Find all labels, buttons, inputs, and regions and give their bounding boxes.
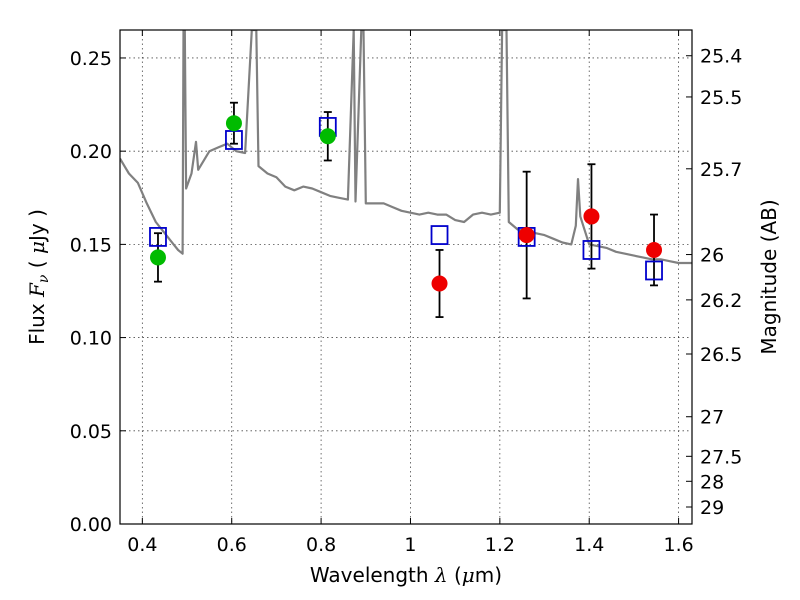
x-tick-label: 1: [404, 534, 416, 556]
y-axis-label-symbol: F: [25, 282, 49, 298]
y-axis-label-subscript: ν: [36, 274, 52, 283]
x-tick-label: 1.4: [574, 534, 604, 556]
model-point: [582, 240, 601, 260]
x-tick-label: 1.6: [663, 534, 693, 556]
x-tick-label: 0.8: [306, 534, 336, 556]
spectrum-series: [120, 30, 692, 265]
model-point: [430, 225, 449, 245]
model-point: [645, 260, 663, 281]
model-photometry-series: [149, 117, 663, 281]
nir-observed-point: [583, 208, 600, 225]
error-bars: [153, 101, 659, 318]
optical-observed-point: [319, 128, 336, 145]
tick-labels: 0.4 0.6 0.8 1 1.2 1.4 1.6 0.00 0.05 0.10 0.15 0.20 0…: [70, 46, 743, 556]
right-tick-label: 26.2: [700, 290, 742, 312]
optical-observed-point: [149, 249, 166, 266]
right-tick-label: 26.5: [700, 344, 742, 366]
y-axis-label-mu: μ: [25, 241, 49, 254]
gridlines: [120, 30, 692, 525]
nir-observed-point: [518, 227, 535, 244]
x-axis-label-unit: m): [475, 563, 502, 587]
model-point: [149, 227, 167, 247]
y-tick-label: 0.20: [70, 141, 112, 163]
right-tick-label: 27: [700, 407, 724, 429]
right-tick-label: 26: [700, 245, 724, 267]
optical-observed-point: [225, 115, 242, 132]
axis-ticks: [120, 30, 692, 525]
y-axis-label: Flux Fν ( μJy ): [25, 209, 52, 345]
spectrum-line: [120, 30, 692, 265]
y-axis-label-open: (: [25, 254, 49, 275]
observed-photometry-series: [149, 115, 663, 292]
y-tick-label: 0.25: [70, 48, 112, 70]
x-tick-label: 1.2: [485, 534, 515, 556]
x-tick-label: 0.6: [217, 534, 247, 556]
nir-observed-point: [431, 275, 448, 292]
right-tick-label: 25.7: [700, 159, 742, 181]
right-tick-label: 29: [700, 497, 724, 519]
y-axis-label-prefix: Flux: [25, 297, 49, 345]
right-tick-label: 25.4: [700, 46, 742, 68]
x-axis-label-prefix: Wavelength: [310, 563, 435, 587]
y-tick-label: 0.00: [70, 514, 112, 536]
y-axis-label-unit: Jy ): [25, 209, 49, 243]
right-tick-label: 27.5: [700, 446, 742, 468]
plot-frame: [119, 29, 693, 525]
y-tick-label: 0.10: [70, 328, 112, 350]
y-tick-label: 0.05: [70, 421, 112, 443]
right-tick-label: 25.5: [700, 87, 742, 109]
right-tick-label: 28: [700, 471, 724, 493]
x-axis-label-lambda: λ: [434, 563, 448, 587]
y-tick-label: 0.15: [70, 234, 112, 256]
nir-observed-point: [646, 241, 663, 258]
x-tick-label: 0.4: [127, 534, 157, 556]
x-axis-label: Wavelength λ (μm): [310, 563, 502, 587]
right-axis-label: Magnitude (AB): [757, 199, 781, 354]
x-axis-label-mu: μ: [462, 563, 475, 587]
x-axis-label-open: (: [448, 563, 462, 587]
